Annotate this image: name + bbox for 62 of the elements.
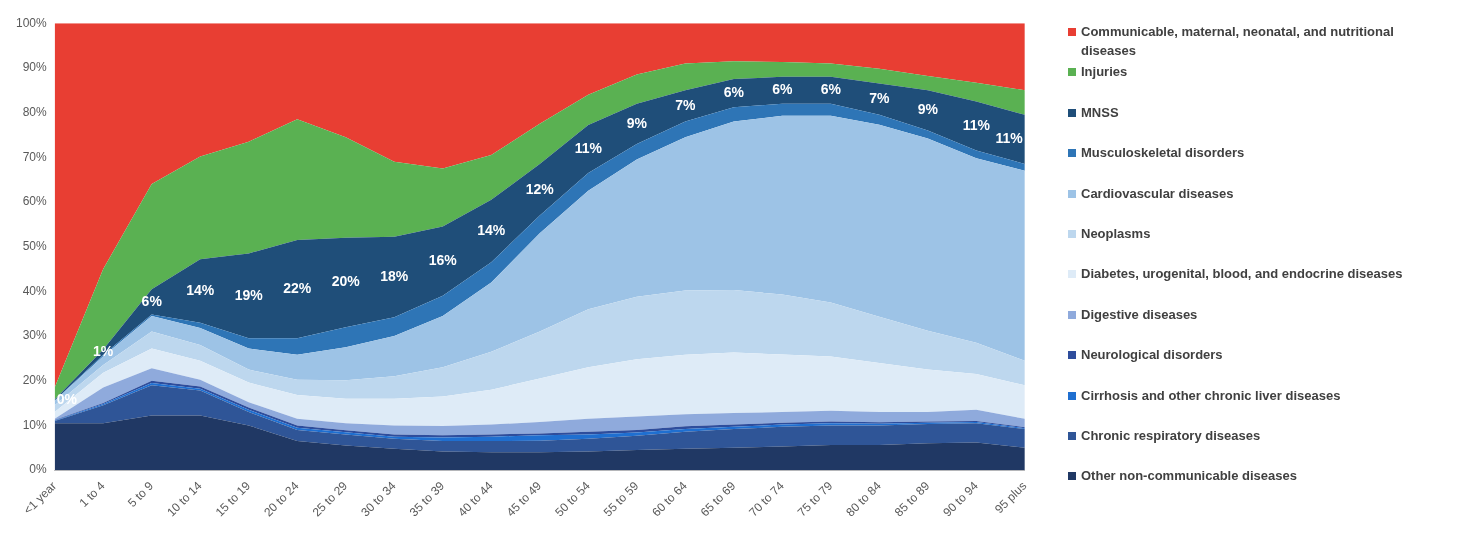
- x-tick-label: 65 to 69: [697, 478, 739, 520]
- data-label: 6%: [772, 81, 793, 98]
- data-label: 22%: [283, 279, 312, 296]
- data-label: 14%: [186, 281, 215, 298]
- data-label: 14%: [477, 221, 506, 238]
- y-tick-label: 0%: [29, 462, 48, 477]
- x-tick-label: 1 to 4: [76, 478, 108, 510]
- y-tick-label: 100%: [15, 15, 48, 30]
- legend-label: Digestive diseases: [1081, 305, 1198, 324]
- y-tick-label: 70%: [22, 149, 48, 164]
- data-label: 9%: [626, 114, 648, 131]
- data-label: 7%: [869, 90, 890, 107]
- y-tick-label: 80%: [22, 104, 48, 119]
- x-tick-label: 15 to 19: [212, 478, 254, 520]
- x-tick-label: 75 to 79: [794, 478, 836, 520]
- data-label: 0%: [56, 390, 78, 407]
- data-label: 6%: [723, 84, 745, 101]
- y-tick-label: 40%: [22, 283, 48, 298]
- legend-label: Neoplasms: [1081, 224, 1151, 243]
- y-tick-label: 20%: [22, 373, 48, 388]
- data-label: 6%: [141, 292, 163, 309]
- x-tick-label: 25 to 29: [309, 478, 351, 520]
- x-tick-label: 55 to 59: [600, 478, 642, 520]
- legend-label: Diabetes, urogenital, blood, and endocrine diseases: [1081, 265, 1403, 284]
- x-tick-label: 70 to 74: [746, 478, 787, 520]
- y-tick-label: 10%: [22, 417, 48, 432]
- x-tick-label: 10 to 14: [164, 478, 205, 520]
- legend-label: Musculoskeletal disorders: [1081, 144, 1245, 163]
- data-label: 20%: [331, 273, 361, 290]
- data-label: 9%: [917, 101, 939, 118]
- y-tick-label: 50%: [22, 238, 48, 253]
- legend-label: Injuries: [1081, 63, 1128, 82]
- x-tick-label: 50 to 54: [552, 478, 593, 520]
- data-label: 18%: [380, 267, 409, 284]
- y-tick-label: 60%: [22, 194, 48, 209]
- x-tick-label: 5 to 9: [125, 478, 157, 510]
- data-label: 11%: [995, 130, 1024, 147]
- legend-label: Communicable, maternal, neonatal, and nutritional diseases: [1081, 23, 1395, 60]
- x-tick-label: 20 to 24: [261, 478, 302, 520]
- x-tick-label: 80 to 84: [843, 478, 884, 520]
- data-label: 12%: [525, 180, 555, 197]
- data-label: 16%: [428, 252, 458, 269]
- x-tick-label: 45 to 49: [503, 478, 545, 520]
- legend-label: Chronic respiratory diseases: [1081, 426, 1261, 445]
- data-label: 11%: [574, 139, 603, 156]
- x-tick-label: 35 to 39: [406, 478, 448, 520]
- legend-label: Cardiovascular diseases: [1081, 184, 1234, 203]
- legend-label: Other non-communicable diseases: [1081, 467, 1298, 486]
- x-tick-label: 85 to 89: [891, 478, 933, 520]
- y-tick-label: 90%: [22, 60, 48, 75]
- y-tick-label: 30%: [22, 328, 48, 343]
- legend-label: Cirrhosis and other chronic liver diseases: [1081, 386, 1341, 405]
- data-label: 7%: [675, 96, 696, 113]
- data-label: 6%: [820, 81, 842, 98]
- x-tick-label: 90 to 94: [940, 478, 981, 520]
- x-tick-label: 40 to 44: [455, 478, 496, 520]
- legend-label: Neurological disorders: [1081, 346, 1223, 365]
- data-label: 19%: [234, 286, 264, 303]
- data-label: 11%: [962, 116, 991, 133]
- x-tick-label: 60 to 64: [649, 478, 690, 520]
- legend-label: MNSS: [1081, 103, 1119, 122]
- x-tick-label: 30 to 34: [358, 478, 399, 520]
